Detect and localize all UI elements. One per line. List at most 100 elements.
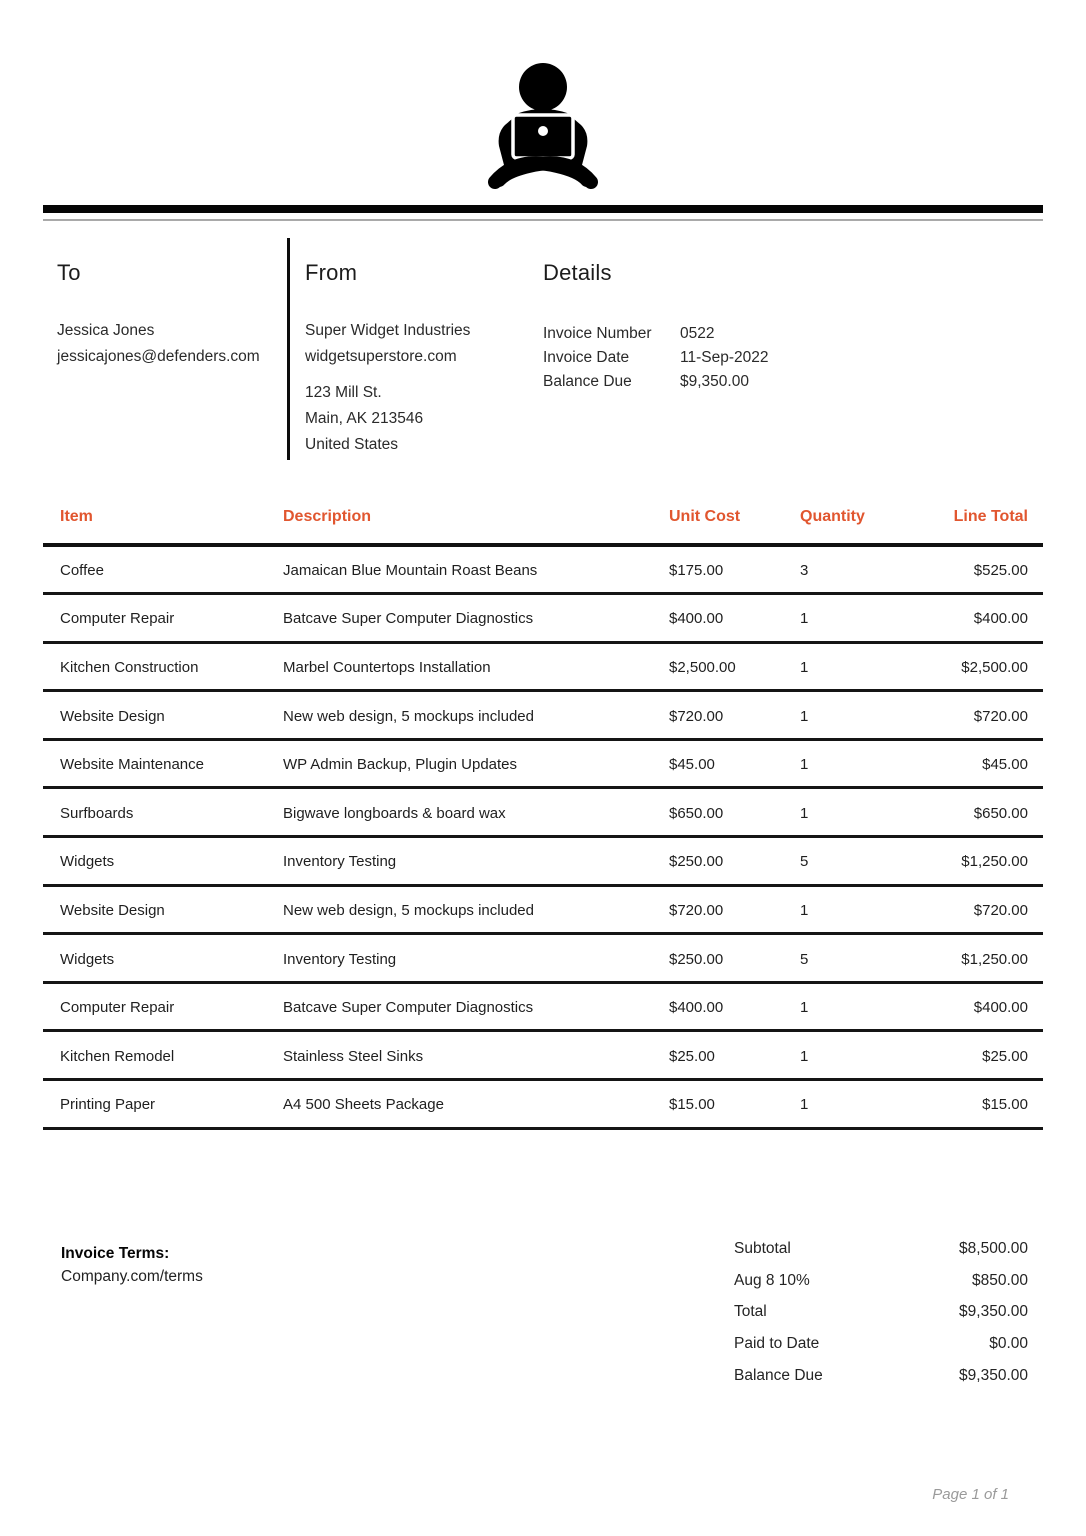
table-row: Kitchen Remodel Stainless Steel Sinks $2… [43, 1030, 1043, 1082]
table-row: Website Design New web design, 5 mockups… [43, 690, 1043, 741]
to-from-divider [287, 238, 290, 460]
detail-value: 0522 [680, 325, 715, 342]
table-row: Computer Repair Batcave Super Computer D… [43, 593, 1043, 644]
cell-item: Computer Repair [43, 593, 283, 644]
detail-label: Invoice Number [543, 325, 652, 342]
cell-line-total: $15.00 [946, 1079, 1043, 1130]
sender-website: widgetsuperstore.com [305, 348, 457, 365]
table-row: Widgets Inventory Testing $250.00 5 $1,2… [43, 836, 1043, 887]
table-row: Widgets Inventory Testing $250.00 5 $1,2… [43, 933, 1043, 984]
table-row: Website Design New web design, 5 mockups… [43, 885, 1043, 936]
cell-description: Stainless Steel Sinks [283, 1030, 669, 1082]
table-row: Computer Repair Batcave Super Computer D… [43, 982, 1043, 1033]
cell-unit-cost: $720.00 [669, 885, 800, 936]
cell-line-total: $400.00 [946, 593, 1043, 644]
total-label: Aug 8 10% [734, 1271, 810, 1289]
cell-unit-cost: $400.00 [669, 593, 800, 644]
detail-value: $9,350.00 [680, 373, 749, 390]
total-value: $0.00 [989, 1335, 1028, 1353]
table-header-row: Item Description Unit Cost Quantity Line… [43, 497, 1043, 547]
col-header-item: Item [43, 497, 283, 547]
header-rule-thick [43, 205, 1043, 213]
col-header-quantity: Quantity [800, 497, 946, 547]
cell-unit-cost: $250.00 [669, 836, 800, 887]
cell-description: Batcave Super Computer Diagnostics [283, 982, 669, 1033]
cell-quantity: 5 [800, 933, 946, 984]
cell-description: Inventory Testing [283, 933, 669, 984]
cell-line-total: $525.00 [946, 545, 1043, 596]
cell-line-total: $45.00 [946, 739, 1043, 790]
total-value: $8,500.00 [959, 1240, 1028, 1257]
cell-unit-cost: $250.00 [669, 933, 800, 984]
line-items-table: Item Description Unit Cost Quantity Line… [43, 497, 1043, 1130]
col-header-description: Description [283, 497, 669, 547]
detail-label: Balance Due [543, 373, 632, 390]
cell-line-total: $650.00 [946, 787, 1043, 839]
cell-quantity: 3 [800, 545, 946, 596]
person-with-laptop-logo [483, 57, 603, 197]
cell-line-total: $720.00 [946, 885, 1043, 936]
total-value: $9,350.00 [959, 1303, 1028, 1321]
cell-item: Computer Repair [43, 982, 283, 1033]
to-section-title: To [57, 260, 81, 285]
from-section-title: From [305, 260, 358, 285]
cell-line-total: $720.00 [946, 690, 1043, 741]
cell-line-total: $1,250.00 [946, 933, 1043, 984]
detail-row-balance-due: Balance Due $9,350.00 [543, 370, 768, 394]
sender-country: United States [305, 436, 399, 453]
cell-quantity: 1 [800, 1079, 946, 1130]
invoice-terms: Invoice Terms: Company.com/terms [61, 1242, 203, 1288]
cell-unit-cost: $45.00 [669, 739, 800, 790]
address-section: To Jessica Jones jessicajones@defenders.… [43, 238, 1043, 468]
total-row-total: Total $9,350.00 [734, 1303, 1028, 1335]
bill-to-block: Jessica Jones jessicajones@defenders.com [57, 318, 260, 370]
cell-item: Website Maintenance [43, 739, 283, 790]
cell-item: Website Design [43, 690, 283, 741]
total-value: $9,350.00 [959, 1366, 1028, 1384]
cell-line-total: $2,500.00 [946, 642, 1043, 693]
cell-item: Printing Paper [43, 1079, 283, 1130]
cell-line-total: $400.00 [946, 982, 1043, 1033]
cell-unit-cost: $15.00 [669, 1079, 800, 1130]
cell-description: Inventory Testing [283, 836, 669, 887]
cell-unit-cost: $175.00 [669, 545, 800, 596]
cell-item: Widgets [43, 933, 283, 984]
total-label: Paid to Date [734, 1335, 820, 1353]
totals-section: Subtotal $8,500.00 Aug 8 10% $850.00 Tot… [734, 1240, 1028, 1398]
sender-street: 123 Mill St. [305, 384, 382, 401]
table-row: Kitchen Construction Marbel Countertops … [43, 642, 1043, 693]
sender-address-block: 123 Mill St. Main, AK 213546 United Stat… [305, 380, 423, 458]
total-label: Balance Due [734, 1366, 823, 1384]
cell-item: Widgets [43, 836, 283, 887]
total-row-balance-due: Balance Due $9,350.00 [734, 1367, 1028, 1399]
invoice-terms-value: Company.com/terms [61, 1268, 203, 1285]
invoice-terms-label: Invoice Terms: [61, 1245, 170, 1262]
col-header-line-total: Line Total [946, 497, 1043, 547]
cell-unit-cost: $650.00 [669, 787, 800, 839]
detail-row-invoice-date: Invoice Date 11-Sep-2022 [543, 346, 768, 370]
cell-item: Surfboards [43, 787, 283, 839]
cell-item: Kitchen Remodel [43, 1030, 283, 1082]
cell-description: Batcave Super Computer Diagnostics [283, 593, 669, 644]
cell-line-total: $25.00 [946, 1030, 1043, 1082]
cell-unit-cost: $720.00 [669, 690, 800, 741]
detail-value: 11-Sep-2022 [680, 349, 769, 366]
details-section-title: Details [543, 260, 612, 285]
cell-quantity: 1 [800, 642, 946, 693]
invoice-details: Invoice Number 0522 Invoice Date 11-Sep-… [543, 322, 768, 394]
cell-quantity: 1 [800, 885, 946, 936]
cell-description: Jamaican Blue Mountain Roast Beans [283, 545, 669, 596]
total-row-tax: Aug 8 10% $850.00 [734, 1272, 1028, 1304]
cell-description: Bigwave longboards & board wax [283, 787, 669, 839]
cell-line-total: $1,250.00 [946, 836, 1043, 887]
cell-quantity: 1 [800, 982, 946, 1033]
total-label: Subtotal [734, 1240, 791, 1257]
sender-block: Super Widget Industries widgetsuperstore… [305, 318, 470, 370]
recipient-email: jessicajones@defenders.com [57, 348, 260, 365]
total-row-subtotal: Subtotal $8,500.00 [734, 1240, 1028, 1272]
cell-description: Marbel Countertops Installation [283, 642, 669, 693]
table-row: Website Maintenance WP Admin Backup, Plu… [43, 739, 1043, 790]
total-row-paid-to-date: Paid to Date $0.00 [734, 1335, 1028, 1367]
cell-description: New web design, 5 mockups included [283, 885, 669, 936]
